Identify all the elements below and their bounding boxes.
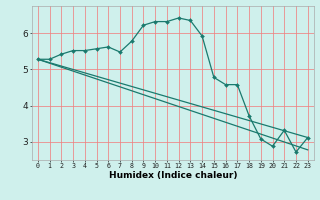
X-axis label: Humidex (Indice chaleur): Humidex (Indice chaleur) xyxy=(108,171,237,180)
